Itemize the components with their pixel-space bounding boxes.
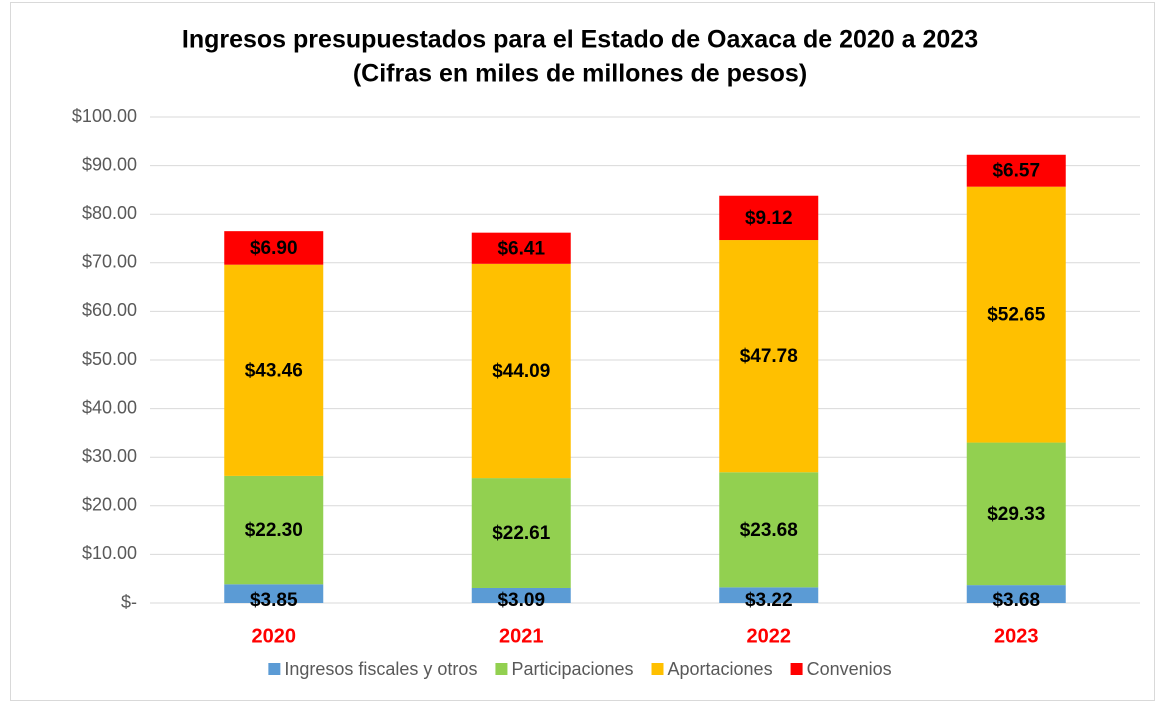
bar-segment	[471, 263, 571, 479]
bar-segment	[719, 195, 819, 241]
legend-swatch	[651, 663, 664, 675]
bar-segment	[471, 478, 571, 588]
y-tick-label: $70.00	[82, 252, 137, 272]
data-label: $6.90	[250, 238, 298, 259]
legend-label: Convenios	[807, 659, 892, 679]
data-label: $3.09	[497, 590, 545, 611]
data-label: $44.09	[492, 361, 550, 382]
legend-label: Participaciones	[511, 659, 633, 679]
y-tick-label: $30.00	[82, 446, 137, 466]
bar-segment	[719, 240, 819, 473]
data-label: $23.68	[740, 520, 798, 541]
chart-title: Ingresos presupuestados para el Estado d…	[182, 26, 978, 54]
chart-border	[10, 2, 1155, 701]
data-label: $3.22	[745, 590, 793, 611]
y-tick-label: $-	[121, 592, 137, 612]
y-tick-label: $10.00	[82, 543, 137, 563]
bar-segment	[719, 587, 819, 603]
data-label: $6.57	[992, 161, 1040, 182]
y-tick-label: $60.00	[82, 300, 137, 320]
bar-segment	[471, 232, 571, 264]
data-label: $52.65	[987, 305, 1046, 326]
x-tick-label: 2022	[747, 625, 792, 647]
bar-segment	[224, 264, 324, 476]
legend-label: Aportaciones	[668, 659, 773, 679]
data-label: $47.78	[740, 346, 798, 367]
chart-subtitle: (Cifras en miles de millones de pesos)	[353, 60, 807, 88]
y-tick-label: $90.00	[82, 154, 137, 174]
y-tick-label: $80.00	[82, 203, 137, 223]
data-label: $22.30	[245, 520, 303, 541]
data-label: $22.61	[492, 523, 551, 544]
bar-segment	[966, 585, 1066, 603]
legend-swatch	[495, 663, 508, 675]
bar-segment	[966, 154, 1066, 187]
data-label: $9.12	[745, 208, 793, 229]
data-label: $3.68	[992, 590, 1040, 611]
bar-segment	[224, 475, 324, 585]
x-tick-label: 2020	[252, 625, 297, 647]
legend-swatch	[268, 663, 281, 675]
y-tick-label: $20.00	[82, 495, 137, 515]
bar-segment	[471, 587, 571, 603]
bar-segment	[719, 472, 819, 588]
bar-segment	[224, 584, 324, 603]
data-label: $29.33	[987, 504, 1045, 525]
y-tick-label: $40.00	[82, 397, 137, 417]
data-label: $3.85	[250, 590, 298, 611]
y-tick-label: $50.00	[82, 349, 137, 369]
bar-segment	[224, 231, 324, 265]
legend-label: Ingresos fiscales y otros	[284, 659, 477, 679]
y-tick-label: $100.00	[72, 106, 137, 126]
data-label: $43.46	[245, 360, 303, 381]
bar-segment	[966, 186, 1066, 443]
legend-swatch	[790, 663, 803, 675]
x-tick-label: 2021	[499, 625, 544, 647]
x-tick-label: 2023	[994, 625, 1039, 647]
data-label: $6.41	[497, 238, 545, 259]
bar-segment	[966, 442, 1066, 586]
